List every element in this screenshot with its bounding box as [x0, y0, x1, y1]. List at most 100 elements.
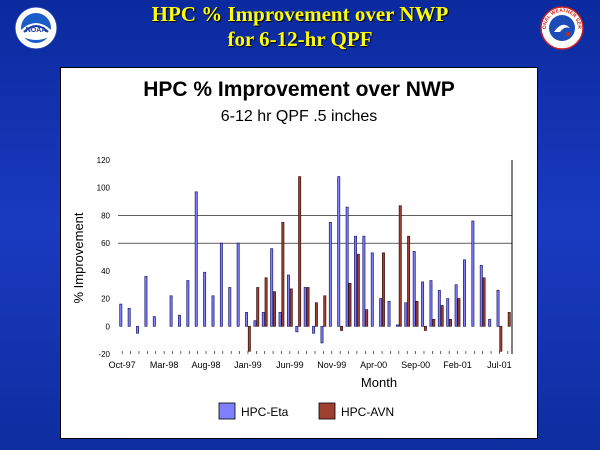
y-tick-label: 80: [101, 211, 110, 220]
y-tick-label: 60: [101, 239, 110, 248]
noaa-logo: NOAA: [14, 6, 58, 50]
bars: [119, 176, 511, 352]
bar-hpc-eta: [404, 302, 408, 327]
chart-title: HPC % Improvement over NWP: [143, 78, 455, 101]
y-tick-label: 40: [101, 267, 110, 276]
chart-svg: HPC % Improvement over NWP 6-12 hr QPF .…: [71, 78, 513, 420]
bar-hpc-avn: [398, 205, 402, 327]
bar-hpc-avn: [457, 298, 461, 327]
bar-hpc-eta: [496, 289, 500, 327]
y-tick-label: -20: [98, 350, 110, 359]
bar-hpc-eta: [395, 324, 399, 327]
bar-hpc-eta: [479, 264, 483, 327]
bar-hpc-eta: [454, 284, 458, 327]
bar-hpc-avn: [507, 312, 511, 327]
bar-hpc-eta: [270, 248, 274, 327]
x-tick-label: Sep-00: [401, 360, 430, 370]
bar-hpc-avn: [273, 291, 276, 327]
y-tick-label: 120: [97, 156, 111, 165]
bar-hpc-eta: [136, 325, 140, 334]
bar-hpc-eta: [437, 289, 441, 327]
bar-hpc-eta: [429, 280, 433, 327]
bar-hpc-avn: [382, 252, 385, 327]
bar-hpc-eta: [488, 319, 492, 327]
bar-hpc-eta: [446, 298, 450, 327]
bar-hpc-avn: [340, 325, 343, 331]
x-tick-label: Jun-99: [276, 360, 304, 370]
x-axis-ticks: Oct-97 Mar-98 Aug-98 Jan-99 Jun-99 Nov-99 Apr-…: [109, 351, 512, 370]
bar-hpc-eta: [287, 274, 290, 327]
x-axis-label: Month: [361, 375, 397, 390]
bar-hpc-eta: [463, 259, 466, 327]
bar-hpc-eta: [178, 314, 181, 327]
bar-hpc-eta: [245, 312, 248, 327]
bar-hpc-eta: [169, 295, 173, 327]
bar-hpc-avn: [449, 319, 452, 327]
bar-hpc-eta: [203, 271, 207, 327]
bar-hpc-avn: [348, 282, 352, 327]
slide-title: HPC % Improvement over NWP for 6-12-hr Q…: [0, 2, 600, 52]
legend-swatch-hpc-eta: [218, 402, 236, 420]
bar-hpc-avn: [440, 305, 444, 327]
legend-label-hpc-eta: HPC-Eta: [241, 405, 289, 419]
x-tick-label: Nov-99: [317, 360, 346, 370]
bar-hpc-avn: [247, 325, 251, 352]
y-tick-label: 0: [106, 322, 111, 331]
bar-hpc-eta: [362, 235, 366, 327]
y-axis-label: % Improvement: [71, 212, 86, 303]
bar-hpc-eta: [236, 242, 240, 327]
legend-swatch-hpc-avn: [318, 402, 336, 420]
bar-hpc-eta: [152, 316, 156, 327]
nws-logo: NATIONAL WEATHER SERVICE: [540, 6, 584, 50]
bar-hpc-avn: [482, 277, 486, 327]
bar-hpc-eta: [253, 320, 257, 327]
bar-hpc-eta: [387, 300, 391, 327]
y-tick-label: 20: [101, 295, 110, 304]
bar-hpc-eta: [421, 281, 425, 327]
slide-title-line2: for 6-12-hr QPF: [227, 27, 373, 51]
bar-hpc-eta: [379, 298, 383, 327]
bar-hpc-avn: [281, 222, 285, 327]
bar-hpc-eta: [127, 307, 131, 327]
bar-hpc-eta: [312, 325, 316, 334]
bar-hpc-avn: [415, 300, 419, 327]
bar-hpc-eta: [194, 191, 198, 327]
y-tick-label: 100: [97, 184, 111, 193]
bar-hpc-eta: [303, 287, 307, 327]
noaa-logo-text: NOAA: [26, 27, 47, 34]
slide-title-line1: HPC % Improvement over NWP: [151, 2, 449, 26]
bar-hpc-eta: [471, 220, 475, 327]
bar-hpc-eta: [328, 222, 332, 327]
x-tick-label: Aug-98: [192, 360, 221, 370]
bar-hpc-avn: [256, 287, 260, 327]
bar-hpc-avn: [365, 309, 369, 327]
chart-panel: HPC % Improvement over NWP 6-12 hr QPF .…: [60, 67, 538, 439]
bar-hpc-eta: [211, 295, 215, 327]
x-tick-label: Jul-01: [487, 360, 512, 370]
legend: HPC-Eta HPC-AVN: [218, 402, 394, 420]
bar-hpc-eta: [261, 312, 265, 327]
bar-hpc-eta: [412, 251, 416, 327]
bar-hpc-avn: [499, 325, 503, 352]
x-tick-label: Oct-97: [109, 360, 136, 370]
bar-hpc-eta: [370, 252, 374, 327]
gridlines: [118, 160, 513, 354]
bar-hpc-avn: [423, 325, 427, 331]
x-tick-label: Apr-00: [360, 360, 387, 370]
bar-hpc-eta: [219, 242, 223, 327]
bar-hpc-avn: [264, 277, 268, 327]
bar-hpc-eta: [119, 303, 123, 327]
bar-hpc-eta: [354, 235, 357, 327]
bar-hpc-eta: [228, 287, 232, 327]
x-tick-label: Jan-99: [234, 360, 262, 370]
bar-hpc-eta: [320, 325, 324, 344]
bar-hpc-eta: [337, 176, 341, 327]
bar-hpc-eta: [345, 206, 349, 327]
bar-hpc-avn: [323, 295, 327, 327]
x-tick-label: Feb-01: [443, 360, 472, 370]
bar-hpc-avn: [306, 287, 310, 327]
bar-hpc-eta: [295, 325, 299, 333]
y-axis-ticks: -20 0 20 40 60 80 100 120: [97, 156, 111, 359]
bar-hpc-avn: [298, 176, 302, 327]
bar-hpc-eta: [144, 276, 148, 327]
